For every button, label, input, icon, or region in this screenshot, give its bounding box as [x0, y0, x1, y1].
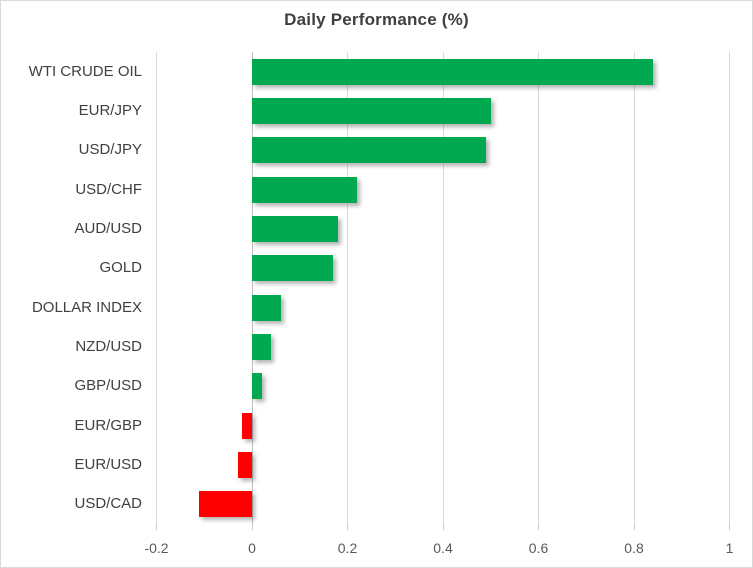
x-tickmark: [156, 524, 157, 530]
x-gridline: [538, 52, 539, 524]
x-tick-label: 0.8: [624, 540, 644, 556]
x-tick-label: 0.4: [433, 540, 453, 556]
x-tickmark: [442, 524, 444, 530]
x-tick-label: 1: [725, 540, 734, 556]
category-label: DOLLAR INDEX: [31, 298, 142, 316]
bar-positive: [252, 294, 281, 321]
category-label: EUR/USD: [74, 456, 142, 473]
x-tick-label: 0.6: [528, 540, 549, 556]
zero-axis-line: [251, 52, 253, 524]
x-gridline: [347, 52, 348, 524]
x-tickmark: [729, 524, 730, 530]
category-label: USD/CHF: [75, 180, 142, 198]
x-tickmark: [633, 524, 635, 530]
category-label: EUR/GBP: [74, 416, 142, 434]
x-gridline: [729, 52, 730, 524]
x-tickmark: [347, 524, 348, 530]
bar-positive: [252, 255, 334, 282]
x-gridline: [633, 52, 635, 524]
x-tick-label: 0: [248, 540, 256, 556]
x-tick-label: 0.2: [337, 540, 358, 556]
category-label: USD/CAD: [74, 495, 142, 513]
category-label: WTI CRUDE OIL: [28, 62, 142, 80]
bar-negative: [242, 412, 252, 439]
bar-positive: [252, 176, 358, 203]
bar-negative: [237, 452, 252, 478]
bar-positive: [252, 98, 491, 124]
category-label: NZD/USD: [75, 338, 142, 355]
bar-positive: [252, 373, 262, 400]
category-label: AUD/USD: [74, 220, 142, 237]
x-tickmark: [538, 524, 539, 530]
x-gridline: [156, 52, 157, 524]
category-label: GOLD: [99, 259, 142, 277]
x-tickmark: [251, 524, 253, 530]
chart-title: Daily Performance (%): [284, 10, 469, 29]
category-label: USD/JPY: [78, 141, 142, 159]
category-label: GBP/USD: [74, 377, 142, 395]
bar-negative: [199, 491, 252, 518]
x-tick-label: -0.2: [144, 540, 169, 556]
bar-positive: [252, 137, 486, 164]
bar-positive: [252, 216, 338, 242]
bar-positive: [252, 58, 654, 85]
category-label: EUR/JPY: [78, 102, 142, 119]
bar-positive: [252, 334, 272, 360]
x-gridline: [442, 52, 444, 524]
